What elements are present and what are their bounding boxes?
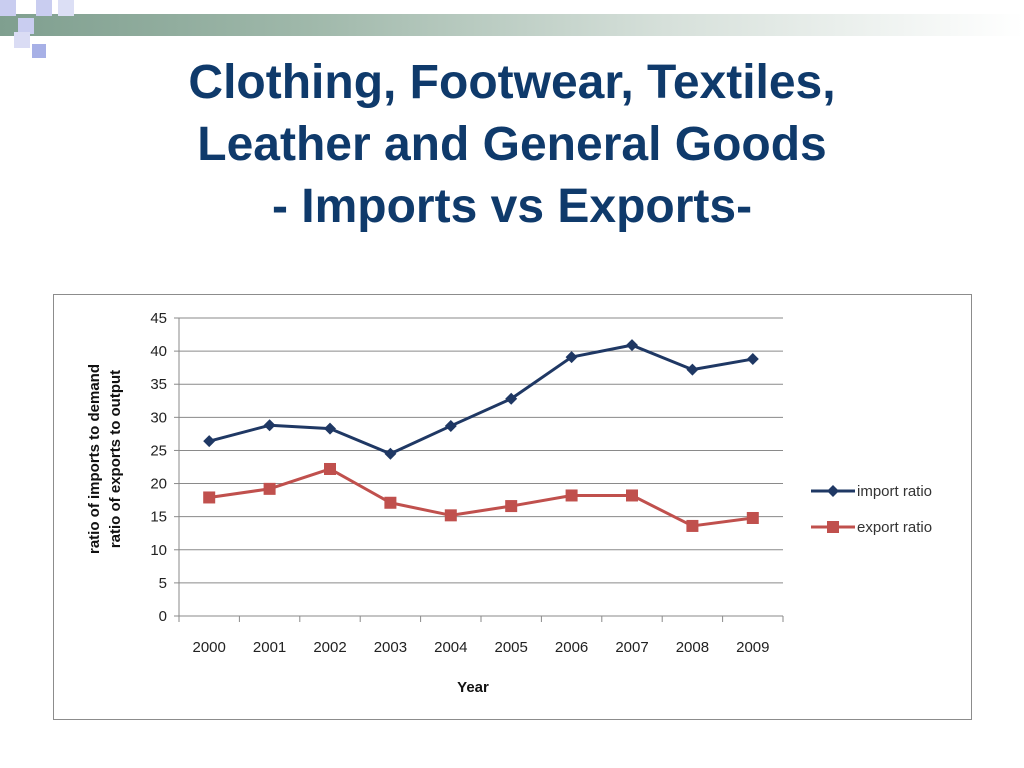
- series-line: [208, 343, 754, 456]
- y-tick-label: 45: [150, 310, 167, 327]
- x-tick-label: 2003: [374, 639, 407, 656]
- decor-square: [36, 0, 52, 16]
- chart-frame: 0 5 10 15 20 25 30 35 40 45 2000 2001 2002 2003 2004 2…: [53, 294, 972, 720]
- y-tick-label: 20: [150, 476, 167, 493]
- series-export-ratio: [203, 462, 759, 532]
- x-tick-label: 2006: [555, 639, 588, 656]
- title-line-1: Clothing, Footwear, Textiles,: [188, 56, 836, 109]
- title-line-2: Leather and General Goods: [197, 118, 827, 171]
- data-point: [444, 509, 457, 522]
- data-point: [686, 519, 699, 532]
- x-axis-title: Year: [457, 679, 489, 696]
- data-point: [263, 419, 276, 432]
- y-axis-title-line-1: ratio of imports to demand: [86, 364, 103, 554]
- legend-marker: [827, 485, 839, 497]
- data-point: [626, 489, 638, 502]
- decor-square: [32, 44, 46, 58]
- x-tick-label: 2008: [676, 639, 709, 656]
- y-tick-label: 5: [159, 575, 167, 592]
- decor-square: [14, 32, 30, 48]
- title-line-3: - Imports vs Exports-: [271, 180, 753, 233]
- data-point: [746, 353, 759, 366]
- x-tick-label: 2000: [193, 639, 226, 656]
- y-tick-label: 15: [150, 509, 167, 526]
- data-point: [324, 462, 336, 475]
- series-group: [203, 339, 759, 532]
- series-line: [208, 467, 753, 528]
- data-point: [444, 419, 457, 432]
- x-tick-label: 2004: [434, 639, 467, 656]
- legend-label: export ratio: [857, 519, 932, 536]
- legend-item: export ratio: [811, 519, 932, 536]
- series-import-ratio: [203, 339, 759, 460]
- data-point: [565, 351, 578, 364]
- data-point: [384, 496, 397, 509]
- decor-square: [0, 0, 16, 16]
- x-tick-label: 2005: [495, 639, 528, 656]
- y-tick-label: 40: [150, 343, 167, 360]
- data-point: [686, 363, 699, 376]
- y-axis-title-line-2: ratio of exports to output: [107, 370, 124, 548]
- data-point: [263, 482, 276, 495]
- y-tick-label: 10: [150, 542, 167, 559]
- y-tick-label: 25: [150, 442, 167, 459]
- decor-square: [58, 0, 74, 16]
- gridlines: [179, 317, 783, 617]
- data-point: [505, 392, 518, 405]
- decor-square: [18, 18, 34, 34]
- data-point: [746, 511, 759, 524]
- slide-title: Clothing, Footwear, Textiles, Leather an…: [0, 52, 1024, 238]
- x-tick-label: 2007: [615, 639, 648, 656]
- x-tick-labels: 2000 2001 2002 2003 2004 2005 2006 2007 2008 2009: [178, 616, 784, 656]
- x-tick-label: 2002: [313, 639, 346, 656]
- axes: [178, 318, 783, 617]
- data-point: [505, 500, 518, 513]
- data-point: [565, 489, 578, 502]
- header-gradient-bar: [0, 14, 1024, 36]
- data-point: [203, 491, 216, 504]
- data-point: [384, 447, 397, 460]
- data-point: [626, 339, 638, 352]
- data-point: [324, 422, 336, 435]
- y-tick-label: 30: [150, 409, 167, 426]
- y-tick-label: 35: [150, 376, 167, 393]
- legend-label: import ratio: [857, 483, 932, 500]
- x-tick-label: 2001: [253, 639, 286, 656]
- data-point: [203, 435, 216, 448]
- x-tick-label: 2009: [736, 639, 769, 656]
- legend-marker: [827, 521, 839, 533]
- y-tick-labels: 0 5 10 15 20 25 30 35 40 45: [150, 310, 179, 625]
- legend-item: import ratio: [811, 483, 932, 500]
- y-tick-label: 0: [159, 608, 167, 625]
- legend: import ratio export ratio: [811, 483, 932, 536]
